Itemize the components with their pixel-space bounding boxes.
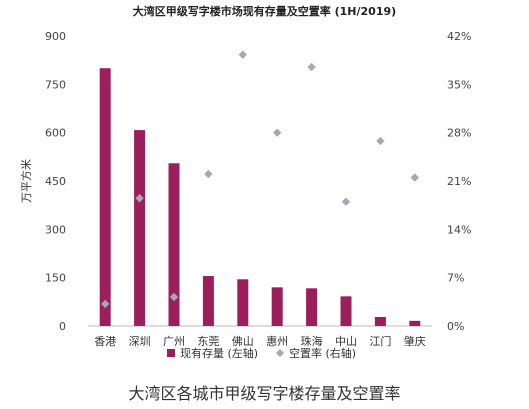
vacancy-point-2 [135,194,144,203]
y-left-tick-label: 300 [45,223,66,236]
y-right-tick-label: 14% [447,223,471,236]
bar-1 [99,68,111,326]
bar-2 [134,130,146,326]
vacancy-point-10 [410,173,419,182]
bar-10 [409,320,421,326]
bar-3 [168,163,180,326]
x-tick-label: 深圳 [129,335,151,348]
y-right-tick-label: 21% [447,175,471,188]
x-tick-label: 江门 [369,334,391,348]
y-left-tick-label: 0 [59,320,66,333]
x-tick-label: 中山 [335,335,357,348]
x-tick-label: 东莞 [197,335,219,348]
bar-7 [306,288,318,326]
y-right-tick-label: 28% [447,127,471,140]
chart-title: 大湾区甲级写字楼市场现有存量及空置率 (1H/2019) [132,5,397,18]
vacancy-point-5 [238,50,247,59]
bar-9 [374,316,386,326]
y-right-tick-label: 0% [447,320,464,333]
vacancy-point-4 [204,169,213,179]
x-tick-label: 广州 [163,335,185,348]
vacancy-point-8 [341,197,351,206]
legend-point-label: 空置率 (右轴) [289,346,356,360]
x-tick-label: 佛山 [232,335,254,348]
y-right-tick-label: 7% [447,272,464,285]
chart-svg: 0 150 300 450 600 750 900 0% 7% 14% 21% 28% 35% 42% 万平… [19,30,471,360]
bar-5 [237,279,249,326]
y-right-tick-label: 35% [447,78,471,91]
x-tick-label: 肇庆 [404,334,426,348]
y-left-axis-label: 万平方米 [19,159,33,203]
bar-6 [271,287,283,326]
vacancy-point-1 [101,299,110,309]
vacancy-point-6 [273,128,282,137]
y-left-tick-label: 750 [45,78,66,91]
legend-bar-label: 现有存量 (左轴) [180,346,258,360]
y-left-tick-label: 450 [45,175,66,188]
bar-8 [340,296,352,326]
y-left-tick-label: 900 [45,30,66,43]
y-right-tick-label: 42% [447,30,471,43]
figure-caption: 大湾区各城市甲级写字楼存量及空置率 [128,384,401,403]
x-tick-label: 惠州 [266,334,288,348]
vacancy-point-3 [169,292,179,302]
y-left-tick-label: 150 [45,272,66,285]
x-tick-label: 珠海 [301,334,323,348]
vacancy-point-9 [376,136,385,146]
y-left-tick-label: 600 [45,127,66,140]
x-tick-label: 香港 [94,335,116,348]
legend-point-swatch [276,349,284,357]
vacancy-point-7 [307,62,316,72]
legend-bar-swatch [167,349,175,357]
bar-4 [202,276,214,326]
